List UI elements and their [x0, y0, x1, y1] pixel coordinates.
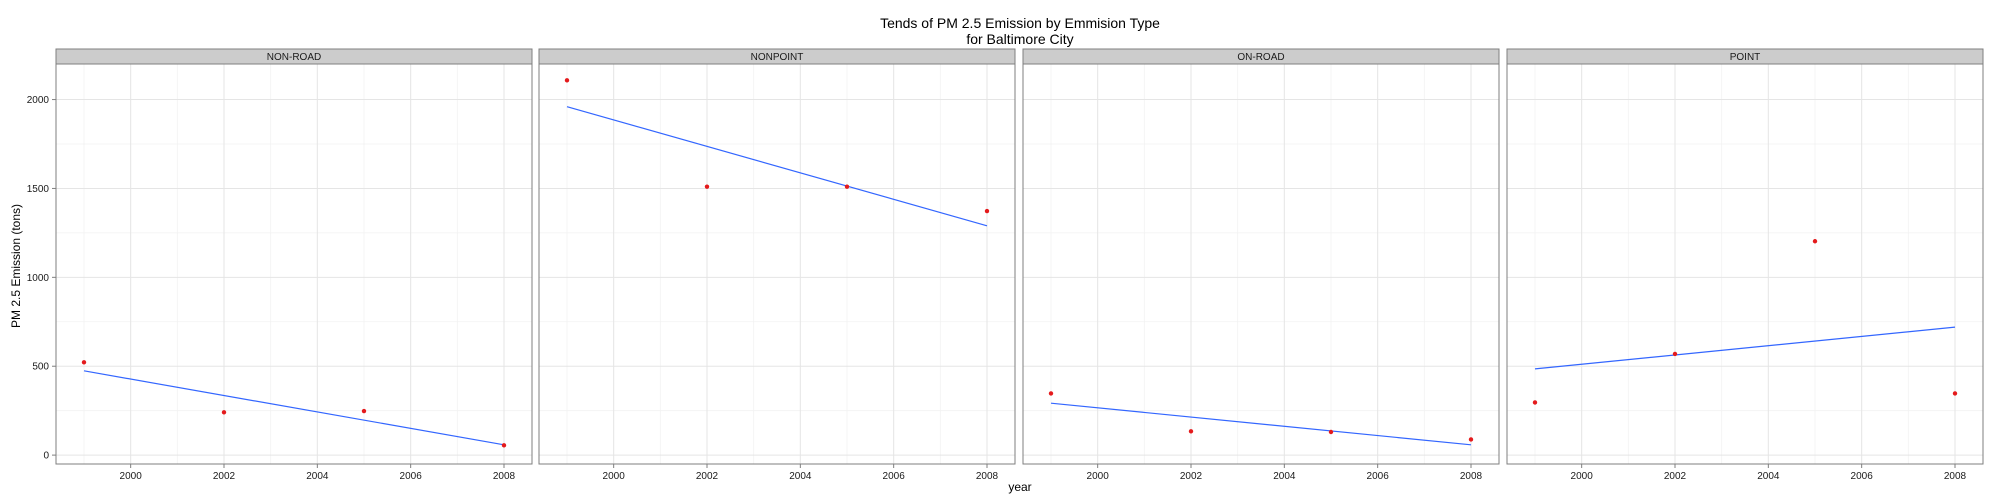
data-point [1469, 437, 1473, 441]
x-tick-label: 2000 [1087, 471, 1110, 482]
data-point [1329, 430, 1333, 434]
y-tick-label: 1000 [27, 273, 50, 284]
facet-panel: NON-ROAD 2000 2002 2004 2006 2008 [56, 49, 532, 482]
strip-label: NONPOINT [751, 52, 804, 63]
x-tick-label: 2002 [213, 471, 236, 482]
x-tick-label: 2000 [1571, 471, 1594, 482]
x-tick-label: 2006 [1367, 471, 1390, 482]
x-tick-label: 2002 [696, 471, 719, 482]
data-point [222, 410, 226, 414]
data-point [502, 443, 506, 447]
chart-title: Tends of PM 2.5 Emission by Emmision Typ… [880, 15, 1160, 31]
data-point [82, 360, 86, 364]
y-axis: 0 500 1000 1500 2000 [27, 95, 56, 462]
data-point [1049, 391, 1053, 395]
facet-panel: POINT 2000 2002 2004 2006 2008 [1507, 49, 1983, 482]
x-tick-label: 2006 [400, 471, 423, 482]
data-point [985, 209, 989, 213]
y-tick-label: 2000 [27, 95, 50, 106]
facet-panel: ON-ROAD 2000 2002 2004 2006 2008 [1023, 49, 1499, 482]
chart-subtitle: for Baltimore City [966, 31, 1073, 47]
data-point [1813, 239, 1817, 243]
plot-background [1507, 64, 1983, 464]
x-tick-label: 2004 [306, 471, 329, 482]
data-point [845, 184, 849, 188]
x-tick-label: 2004 [1757, 471, 1780, 482]
data-point [1673, 352, 1677, 356]
x-tick-label: 2008 [1460, 471, 1483, 482]
x-tick-label: 2008 [976, 471, 999, 482]
data-point [1533, 400, 1537, 404]
x-tick-label: 2002 [1180, 471, 1203, 482]
facet-panel: NONPOINT 2000 2002 2004 2006 2008 [539, 49, 1015, 482]
x-tick-label: 2000 [120, 471, 143, 482]
plot-background [56, 64, 532, 464]
data-point [565, 78, 569, 82]
data-point [705, 184, 709, 188]
x-tick-label: 2004 [789, 471, 812, 482]
y-tick-label: 500 [32, 362, 49, 373]
facet-panels: NON-ROAD 2000 2002 2004 2006 2008 NONPOINT 2000… [56, 49, 1983, 482]
x-tick-label: 2002 [1664, 471, 1687, 482]
x-tick-label: 2006 [883, 471, 906, 482]
y-tick-label: 1500 [27, 184, 50, 195]
x-tick-label: 2008 [1944, 471, 1967, 482]
x-tick-label: 2008 [493, 471, 516, 482]
plot-background [1023, 64, 1499, 464]
plot-background [539, 64, 1015, 464]
y-axis-title: PM 2.5 Emission (tons) [9, 204, 23, 328]
x-tick-label: 2004 [1273, 471, 1296, 482]
data-point [1953, 391, 1957, 395]
strip-label: ON-ROAD [1237, 52, 1284, 63]
x-axis-title: year [1008, 480, 1031, 494]
x-tick-label: 2000 [603, 471, 626, 482]
y-tick-label: 0 [43, 451, 49, 462]
data-point [1189, 429, 1193, 433]
data-point [362, 409, 366, 413]
x-tick-label: 2006 [1851, 471, 1874, 482]
strip-label: NON-ROAD [267, 52, 321, 63]
strip-label: POINT [1730, 52, 1761, 63]
